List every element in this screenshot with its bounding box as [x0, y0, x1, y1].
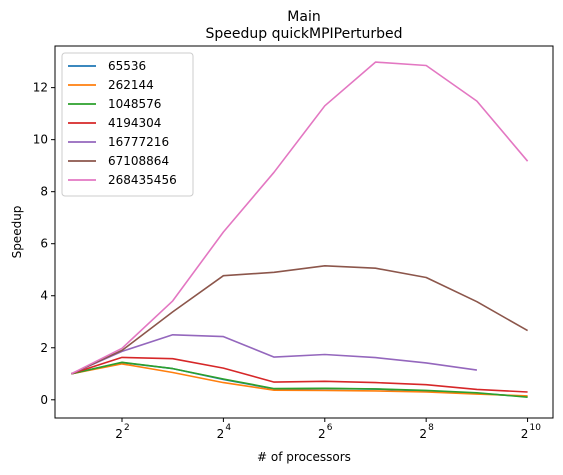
legend-label-6: 268435456 [108, 173, 177, 187]
series-line-1 [71, 363, 528, 397]
y-tick-label-3: 6 [40, 237, 48, 251]
series-line-5 [70, 264, 528, 375]
x-tick-exponent-4: 10 [530, 423, 542, 433]
y-tick-label-0: 0 [40, 393, 48, 407]
series-lines [70, 61, 529, 398]
x-tick-label-0: 2 [115, 427, 123, 441]
legend-label-2: 1048576 [108, 97, 161, 111]
x-tick-label-3: 2 [419, 427, 427, 441]
x-tick-exponent-1: 4 [225, 423, 231, 433]
legend-label-5: 67108864 [108, 154, 169, 168]
series-line-4 [70, 333, 478, 375]
x-axis-label: # of processors [257, 450, 351, 464]
plot-frame [54, 45, 554, 419]
series-line-6 [70, 61, 529, 375]
y-tick-label-6: 12 [33, 81, 48, 95]
series-line-2 [71, 361, 528, 398]
x-tick-label-2: 2 [318, 427, 326, 441]
x-tick-exponent-0: 2 [124, 423, 130, 433]
legend-label-1: 262144 [108, 78, 154, 92]
y-tick-label-2: 4 [40, 289, 48, 303]
x-tick-label-1: 2 [217, 427, 225, 441]
legend-label-3: 4194304 [108, 116, 161, 130]
x-axis-ticks: 2 2 2 4 2 6 2 8 2 10 [115, 418, 541, 441]
legend-label-0: 65536 [108, 59, 146, 73]
series-line-3 [71, 356, 528, 393]
x-tick-exponent-3: 8 [428, 423, 434, 433]
x-tick-exponent-2: 6 [327, 423, 333, 433]
x-tick-label-4: 2 [521, 427, 529, 441]
y-tick-label-4: 8 [40, 185, 48, 199]
y-axis-label: Speedup [10, 206, 24, 259]
y-axis-ticks: 0 2 4 6 8 10 12 [33, 81, 55, 407]
chart-title: Main [287, 9, 320, 25]
y-tick-label-5: 10 [33, 133, 48, 147]
legend: 65536 262144 1048576 4194304 16777216 6710886… [61, 52, 194, 197]
y-tick-label-1: 2 [40, 341, 48, 355]
legend-label-4: 16777216 [108, 135, 169, 149]
chart-subtitle: Speedup quickMPIPerturbed [205, 26, 402, 42]
